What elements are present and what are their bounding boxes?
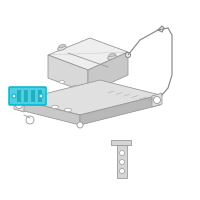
Ellipse shape bbox=[12, 94, 16, 98]
Ellipse shape bbox=[109, 53, 115, 57]
Ellipse shape bbox=[59, 44, 65, 48]
Polygon shape bbox=[80, 95, 160, 125]
Ellipse shape bbox=[36, 101, 44, 105]
Ellipse shape bbox=[120, 168, 124, 173]
Ellipse shape bbox=[16, 102, 22, 108]
Polygon shape bbox=[111, 140, 131, 145]
FancyBboxPatch shape bbox=[9, 87, 46, 105]
Ellipse shape bbox=[108, 55, 116, 59]
Polygon shape bbox=[152, 93, 162, 107]
Polygon shape bbox=[20, 80, 160, 115]
Ellipse shape bbox=[77, 122, 83, 128]
Polygon shape bbox=[14, 98, 24, 112]
Polygon shape bbox=[48, 55, 88, 93]
Ellipse shape bbox=[58, 46, 66, 50]
Polygon shape bbox=[117, 145, 127, 178]
Bar bbox=[17, 90, 21, 102]
Ellipse shape bbox=[72, 86, 78, 88]
Ellipse shape bbox=[60, 80, 64, 84]
Ellipse shape bbox=[120, 150, 124, 156]
Bar bbox=[31, 90, 35, 102]
Ellipse shape bbox=[64, 108, 72, 112]
Polygon shape bbox=[88, 52, 128, 93]
Ellipse shape bbox=[120, 160, 124, 164]
Polygon shape bbox=[20, 100, 80, 125]
Bar bbox=[24, 90, 28, 102]
Ellipse shape bbox=[39, 94, 43, 98]
Ellipse shape bbox=[52, 105, 58, 109]
Ellipse shape bbox=[26, 116, 34, 124]
Ellipse shape bbox=[126, 52, 130, 58]
Polygon shape bbox=[48, 38, 128, 70]
Ellipse shape bbox=[154, 97, 160, 104]
Bar bbox=[38, 90, 42, 102]
